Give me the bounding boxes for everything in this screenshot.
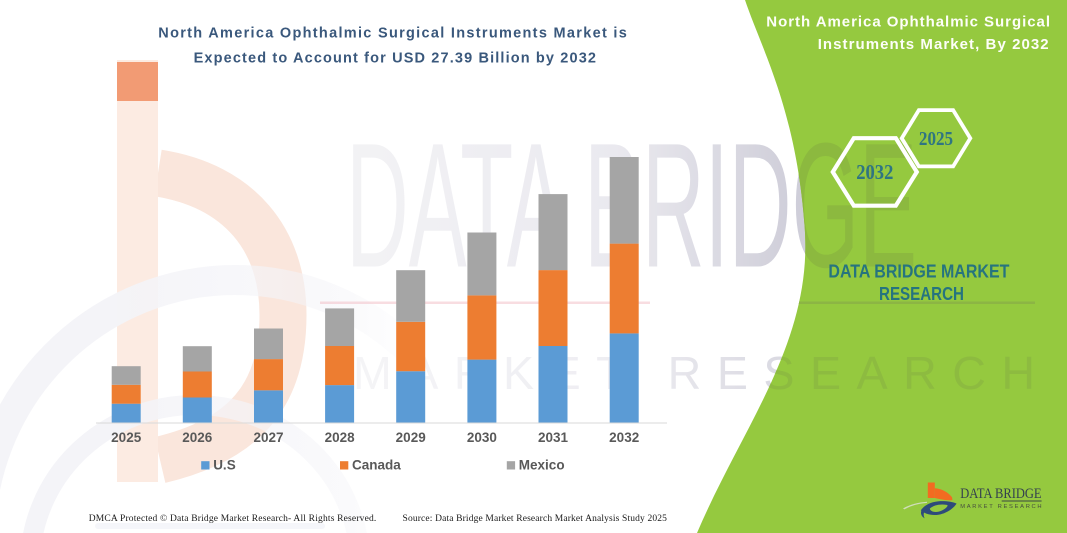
svg-text:Source: Data Bridge Market Res: Source: Data Bridge Market Research Mark…	[403, 514, 668, 524]
svg-text:2032: 2032	[856, 160, 893, 184]
svg-text:U.S: U.S	[213, 458, 236, 473]
svg-text:DATA BRIDGE MARKET: DATA BRIDGE MARKET	[828, 262, 1009, 282]
svg-text:DMCA Protected © Data Bridge M: DMCA Protected © Data Bridge Market Rese…	[89, 513, 377, 524]
svg-text:2025: 2025	[111, 430, 142, 445]
svg-text:RESEARCH: RESEARCH	[879, 284, 964, 304]
svg-text:2029: 2029	[396, 430, 426, 445]
svg-text:North America Ophthalmic Surgi: North America Ophthalmic Surgical Instru…	[158, 26, 627, 42]
svg-text:DATA BRIDGE: DATA BRIDGE	[960, 486, 1041, 502]
svg-text:2032: 2032	[609, 430, 639, 445]
svg-text:2030: 2030	[467, 430, 497, 445]
svg-text:MARKET RESEARCH: MARKET RESEARCH	[960, 504, 1041, 510]
svg-text:Canada: Canada	[352, 458, 401, 473]
svg-text:2028: 2028	[325, 430, 356, 445]
svg-text:2027: 2027	[253, 430, 283, 445]
svg-text:North America Ophthalmic Surgi: North America Ophthalmic Surgical	[766, 13, 1050, 30]
svg-text:2031: 2031	[538, 430, 569, 445]
svg-text:2026: 2026	[182, 430, 213, 445]
svg-text:Mexico: Mexico	[519, 458, 565, 473]
svg-text:Instruments Market, By 2032: Instruments Market, By 2032	[818, 36, 1049, 53]
svg-text:2025: 2025	[919, 129, 953, 150]
svg-text:Expected to Account for USD 27: Expected to Account for USD 27.39 Billio…	[194, 51, 596, 67]
